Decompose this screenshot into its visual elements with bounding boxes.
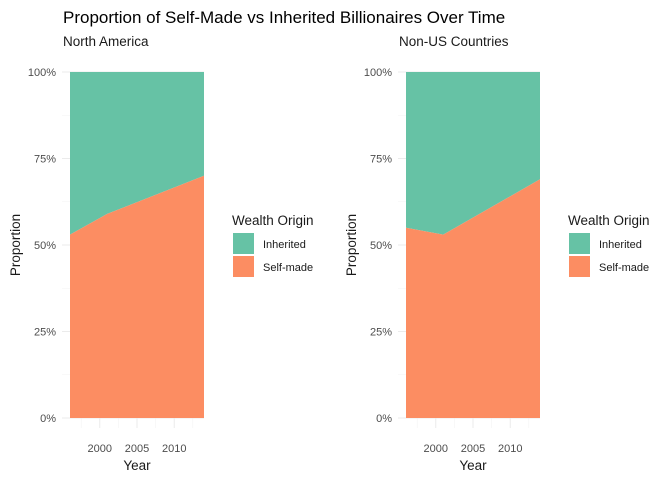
chart-panel-2: Non-US Countries 0% 25% 50% 75% 100% 2000 2005 2… <box>344 34 650 473</box>
legend-key-self-made <box>569 256 590 277</box>
chart-title: Proportion of Self-Made vs Inherited Bil… <box>63 8 505 27</box>
y-tick-label: 50% <box>34 240 56 252</box>
legend: Wealth Origin Inherited Self-made <box>232 213 314 277</box>
x-tick-label: 2005 <box>461 443 485 455</box>
y-tick-label: 50% <box>370 240 392 252</box>
legend-label: Inherited <box>599 239 642 251</box>
legend: Wealth Origin Inherited Self-made <box>568 213 650 277</box>
y-tick-label: 0% <box>40 413 56 425</box>
area-inherited <box>406 72 540 235</box>
x-tick-label: 2010 <box>498 443 522 455</box>
legend-key-self-made <box>233 256 254 277</box>
area-self-made <box>70 175 204 418</box>
x-tick-label: 2000 <box>424 443 448 455</box>
y-axis-title: Proportion <box>344 214 359 276</box>
chart-subtitle: North America <box>63 34 149 49</box>
x-tick-label: 2005 <box>125 443 149 455</box>
y-tick-label: 100% <box>364 67 392 79</box>
x-axis-title: Year <box>123 458 151 473</box>
y-tick-label: 25% <box>34 327 56 339</box>
x-axis-title: Year <box>459 458 487 473</box>
x-tick-label: 2000 <box>88 443 112 455</box>
legend-label: Self-made <box>599 262 649 274</box>
legend-title: Wealth Origin <box>232 213 314 228</box>
y-tick-label: 25% <box>370 327 392 339</box>
y-axis-title: Proportion <box>8 214 23 276</box>
area-self-made <box>406 179 540 418</box>
y-tick-label: 75% <box>370 154 392 166</box>
legend-key-inherited <box>233 233 254 254</box>
legend-title: Wealth Origin <box>568 213 650 228</box>
legend-label: Inherited <box>263 239 306 251</box>
y-tick-label: 100% <box>28 67 56 79</box>
chart-panel-1: North America 0% 25% 50% 75% 100% 2000 2005 2010… <box>8 34 314 473</box>
legend-key-inherited <box>569 233 590 254</box>
x-tick-label: 2010 <box>162 443 186 455</box>
y-tick-label: 0% <box>376 413 392 425</box>
area-inherited <box>70 72 204 235</box>
legend-label: Self-made <box>263 262 313 274</box>
chart-subtitle: Non-US Countries <box>399 34 509 49</box>
y-tick-label: 75% <box>34 154 56 166</box>
